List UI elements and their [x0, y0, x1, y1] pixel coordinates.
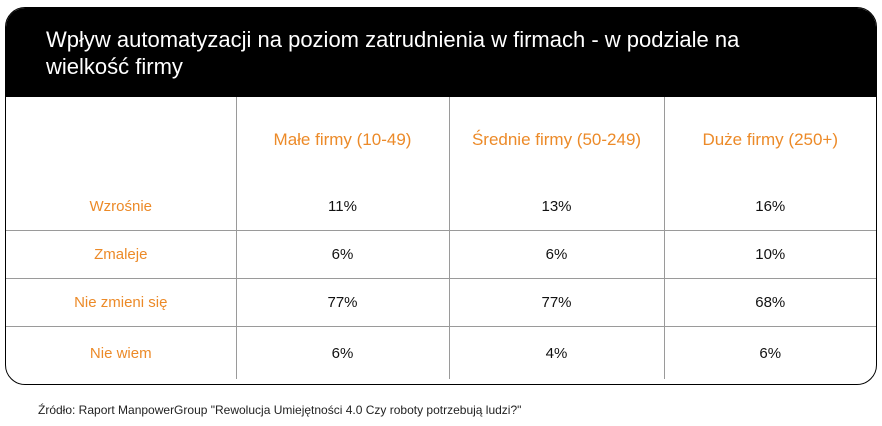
data-cell: 11% — [235, 183, 449, 231]
data-cell: 6% — [235, 230, 449, 279]
column-header: Duże firmy (250+) — [663, 97, 876, 183]
column-header: Małe firmy (10-49) — [235, 97, 449, 183]
data-cell: 4% — [448, 326, 664, 379]
title-bar: Wpływ automatyzacji na poziom zatrudnien… — [6, 8, 876, 97]
table-row: Wzrośnie 11% 13% 16% — [6, 183, 876, 231]
data-cell: 77% — [235, 278, 449, 327]
data-cell: 16% — [663, 183, 876, 231]
data-cell: 6% — [448, 230, 664, 279]
data-cell: 13% — [448, 183, 664, 231]
row-label: Wzrośnie — [6, 183, 236, 231]
source-note: Źródło: Raport ManpowerGroup "Rewolucja … — [38, 403, 522, 417]
data-cell: 6% — [663, 326, 876, 379]
data-cell: 77% — [448, 278, 664, 327]
data-table: Małe firmy (10-49) Średnie firmy (50-249… — [6, 97, 876, 379]
data-cell: 10% — [663, 230, 876, 279]
chart-title: Wpływ automatyzacji na poziom zatrudnien… — [46, 27, 740, 79]
row-label: Zmaleje — [6, 230, 236, 279]
header-row: Małe firmy (10-49) Średnie firmy (50-249… — [6, 97, 876, 183]
data-cell: 68% — [663, 278, 876, 327]
row-label: Nie wiem — [89, 344, 152, 362]
row-label: Nie zmieni się — [6, 278, 236, 327]
table-card: Wpływ automatyzacji na poziom zatrudnien… — [5, 7, 877, 385]
column-header: Średnie firmy (50-249) — [448, 97, 664, 183]
corner-cell — [6, 97, 236, 183]
table-row: Zmaleje 6% 6% 10% — [6, 230, 876, 279]
table-row: Nie zmieni się 77% 77% 68% — [6, 278, 876, 327]
data-cell: 6% — [235, 326, 449, 379]
table-row: Nie wiem 6% 4% 6% — [6, 326, 876, 379]
